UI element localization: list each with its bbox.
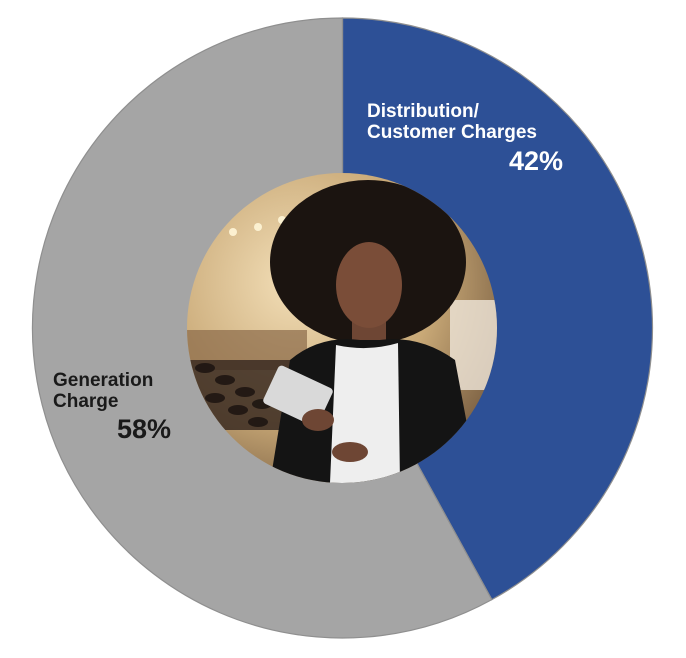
distribution-label-line1: Distribution/ — [367, 101, 479, 122]
distribution-percent: 42% — [508, 145, 563, 176]
distribution-label: Distribution/ Customer Charges 42% — [367, 101, 563, 176]
generation-label-line1: Generation — [53, 370, 154, 391]
generation-percent: 58% — [116, 413, 171, 444]
generation-label-line2: Charge — [53, 391, 119, 413]
center-photo — [187, 173, 497, 483]
generation-label: Generation Charge 58% — [53, 370, 171, 444]
distribution-label-line2: Customer Charges — [367, 122, 537, 144]
